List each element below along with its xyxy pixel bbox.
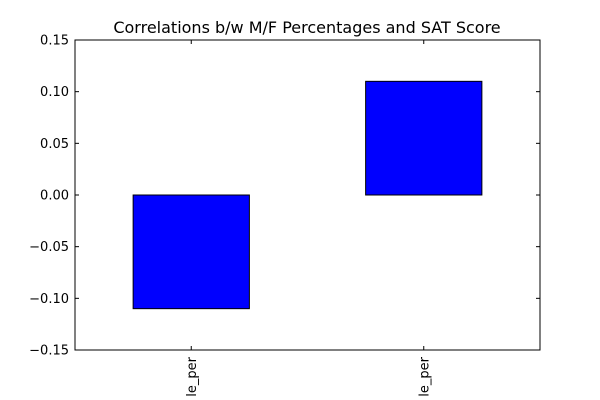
y-axis: 0.15 0.10 0.05 0.00 −0.05 −0.10 −0.15 bbox=[29, 34, 540, 359]
bar-0 bbox=[132, 194, 250, 310]
y-tick-label: 0.10 bbox=[40, 85, 69, 100]
chart-title: Correlations b/w M/F Percentages and SAT… bbox=[113, 18, 500, 37]
y-tick-label: −0.10 bbox=[29, 292, 69, 307]
y-tick-label: −0.05 bbox=[29, 240, 69, 255]
y-tick-label: −0.15 bbox=[29, 344, 69, 359]
bars-layer bbox=[132, 80, 483, 310]
y-tick-label: 0.05 bbox=[40, 137, 69, 152]
x-axis: le_per le_per bbox=[185, 40, 432, 397]
x-tick-label: le_per bbox=[417, 356, 432, 396]
y-tick-label: 0.15 bbox=[40, 34, 69, 49]
y-tick-label: 0.00 bbox=[40, 189, 69, 204]
x-tick-label: le_per bbox=[185, 356, 200, 396]
bar-1 bbox=[365, 80, 483, 196]
